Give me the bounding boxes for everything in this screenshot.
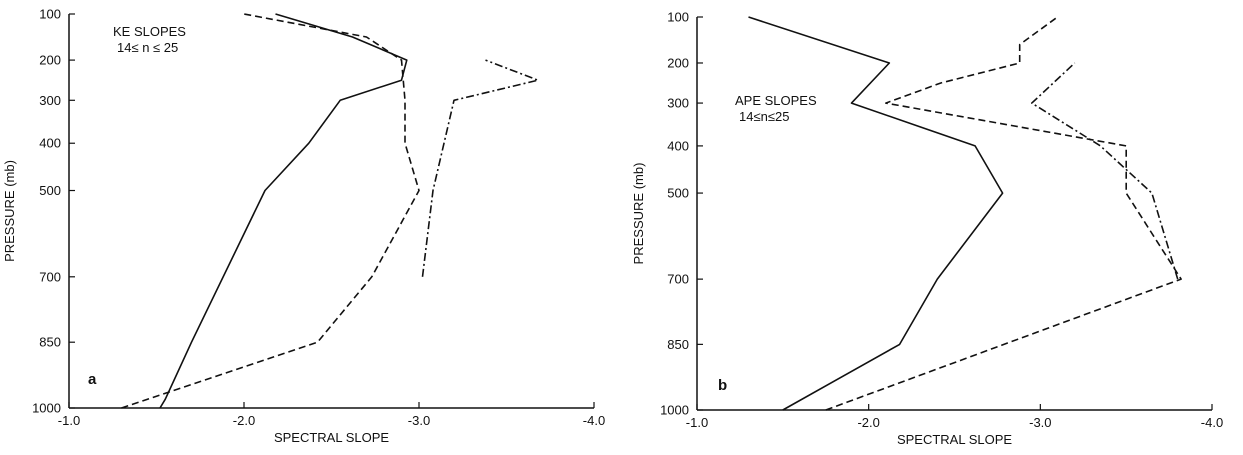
y-tick-label: 400 (667, 138, 689, 153)
y-tick-label: 100 (667, 10, 689, 25)
x-tick-label: -3.0 (1029, 415, 1051, 430)
y-tick-label: 300 (39, 93, 61, 108)
y-tick-label: 400 (39, 136, 61, 151)
y-axis-title: PRESSURE (mb) (2, 160, 17, 262)
annotation-line: 14≤ n ≤ 25 (117, 40, 178, 55)
y-tick-label: 850 (667, 337, 689, 352)
series-line-dashdot (421, 59, 539, 277)
panel-b: 100 200 300 400 500 700 850 1000-1.0 -2.0 -3.0 -4.… (631, 10, 1223, 448)
y-tick-label: 1000 (660, 403, 689, 418)
series-line-solid (748, 16, 1004, 411)
series-line-dashdot (1031, 62, 1179, 280)
series-line-dashed (825, 16, 1182, 411)
x-axis-title: SPECTRAL SLOPE (274, 430, 389, 445)
y-tick-label: 500 (39, 183, 61, 198)
x-tick-label: -2.0 (233, 413, 255, 428)
series-line-dashed (121, 13, 420, 409)
annotation-line: KE SLOPES (113, 24, 186, 39)
panel-letter: a (88, 371, 97, 388)
x-axis-title: SPECTRAL SLOPE (897, 432, 1012, 447)
x-tick-label: -1.0 (58, 413, 80, 428)
y-tick-label: 100 (39, 7, 61, 22)
annotation-line: 14≤n≤25 (739, 109, 789, 124)
y-tick-label: 200 (667, 55, 689, 70)
y-tick-label: 700 (667, 272, 689, 287)
y-tick-label: 850 (39, 335, 61, 350)
y-tick-label: 700 (39, 269, 61, 284)
panel-a: 100 200 300 400 500 700 850 1000-1.0 -2.0 -3.0 -4.… (2, 7, 605, 446)
panel-letter: b (718, 377, 727, 394)
annotation-line: APE SLOPES (735, 93, 817, 108)
y-tick-label: 500 (667, 186, 689, 201)
y-tick-label: 300 (667, 96, 689, 111)
x-tick-label: -4.0 (583, 413, 605, 428)
x-tick-label: -2.0 (857, 415, 879, 430)
x-tick-label: -1.0 (686, 415, 708, 430)
y-axis-title: PRESSURE (mb) (631, 163, 646, 265)
y-tick-label: 200 (39, 53, 61, 68)
series-line-solid (159, 13, 408, 409)
y-tick-label: 1000 (32, 401, 61, 416)
x-tick-label: -3.0 (408, 413, 430, 428)
x-tick-label: -4.0 (1201, 415, 1223, 430)
